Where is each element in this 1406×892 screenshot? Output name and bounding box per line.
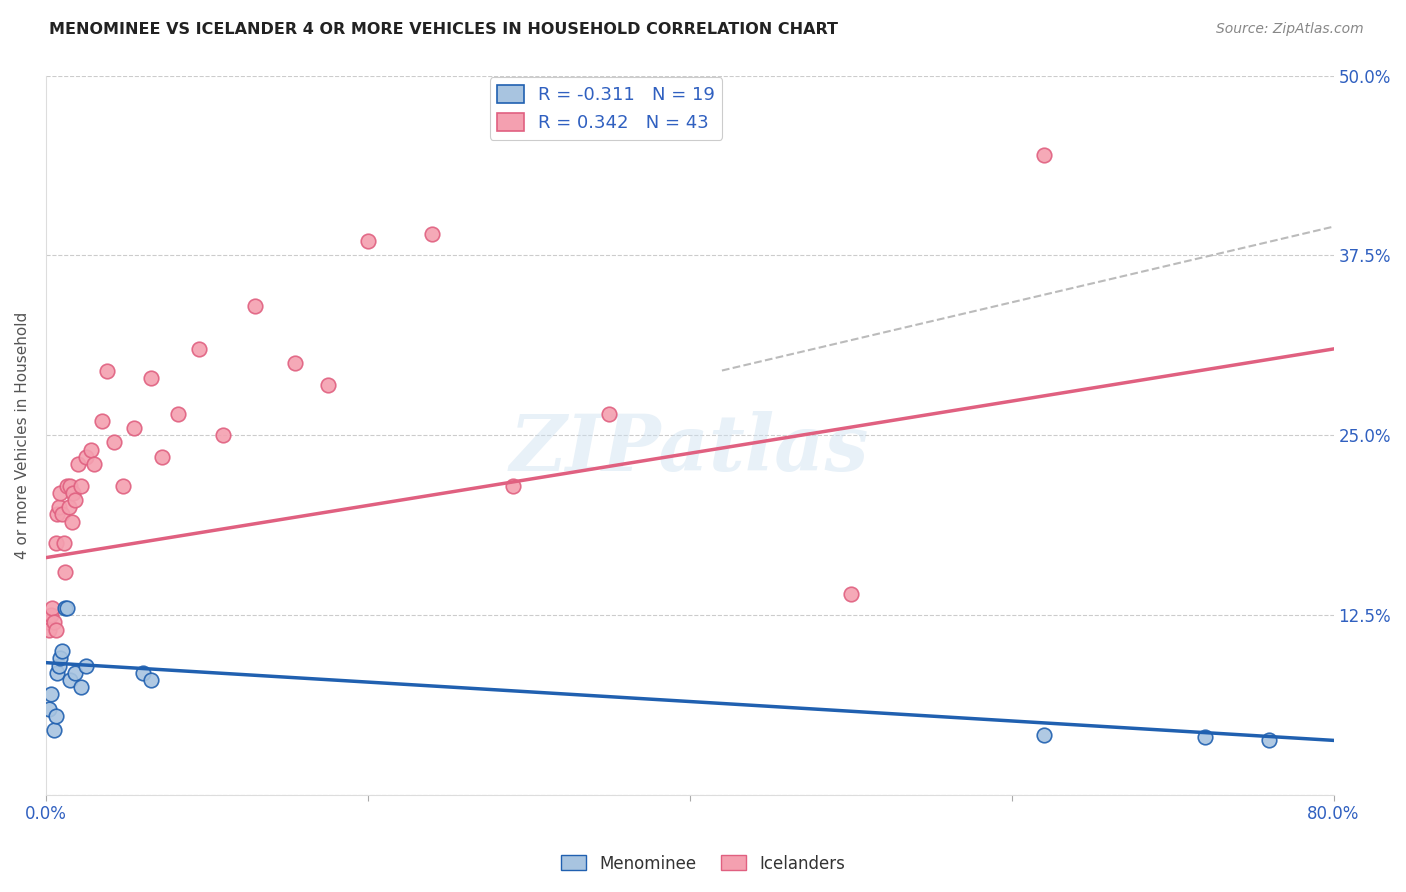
Point [598,407,620,421]
Text: Source: ZipAtlas.com: Source: ZipAtlas.com [1216,22,1364,37]
Point [139,673,162,687]
Point [63,493,86,508]
Point [96,363,118,377]
Point [420,227,443,241]
Point [46,665,69,680]
Legend: Menominee, Icelanders: Menominee, Icelanders [554,848,852,880]
Point [1258,733,1281,747]
Point [37,615,59,630]
Point [53,565,76,579]
Legend: R = -0.311   N = 19, R = 0.342   N = 43: R = -0.311 N = 19, R = 0.342 N = 43 [489,78,723,139]
Point [839,586,862,600]
Y-axis label: 4 or more Vehicles in Household: 4 or more Vehicles in Household [15,311,30,559]
Point [67,457,90,471]
Point [75,658,97,673]
Point [1194,731,1216,745]
Point [51,508,73,522]
Text: ZIPatlas: ZIPatlas [510,411,869,488]
Point [49,486,72,500]
Point [45,709,67,723]
Point [59,478,82,492]
Point [131,665,153,680]
Point [56,601,79,615]
Point [70,680,93,694]
Point [80,442,103,457]
Point [245,299,267,313]
Point [48,658,70,673]
Point [212,428,235,442]
Point [46,508,69,522]
Point [75,450,97,464]
Point [284,356,307,370]
Point [1032,147,1054,161]
Point [56,478,79,492]
Point [45,536,67,550]
Point [502,478,524,492]
Point [58,500,80,515]
Point [63,665,86,680]
Point [103,435,125,450]
Point [167,407,190,421]
Point [49,651,72,665]
Point [62,486,84,500]
Point [357,234,380,248]
Point [45,623,67,637]
Point [59,673,82,687]
Text: MENOMINEE VS ICELANDER 4 OR MORE VEHICLES IN HOUSEHOLD CORRELATION CHART: MENOMINEE VS ICELANDER 4 OR MORE VEHICLE… [49,22,838,37]
Point [53,601,76,615]
Point [51,644,73,658]
Point [60,515,83,529]
Point [83,457,105,471]
Point [48,500,70,515]
Point [139,370,162,384]
Point [316,378,339,392]
Point [38,623,60,637]
Point [38,702,60,716]
Point [39,608,62,623]
Point [41,601,63,615]
Point [112,478,135,492]
Point [150,450,173,464]
Point [42,615,65,630]
Point [52,536,75,550]
Point [39,687,62,701]
Point [187,342,209,356]
Point [70,478,93,492]
Point [124,421,146,435]
Point [1032,728,1054,742]
Point [42,723,65,738]
Point [91,414,114,428]
